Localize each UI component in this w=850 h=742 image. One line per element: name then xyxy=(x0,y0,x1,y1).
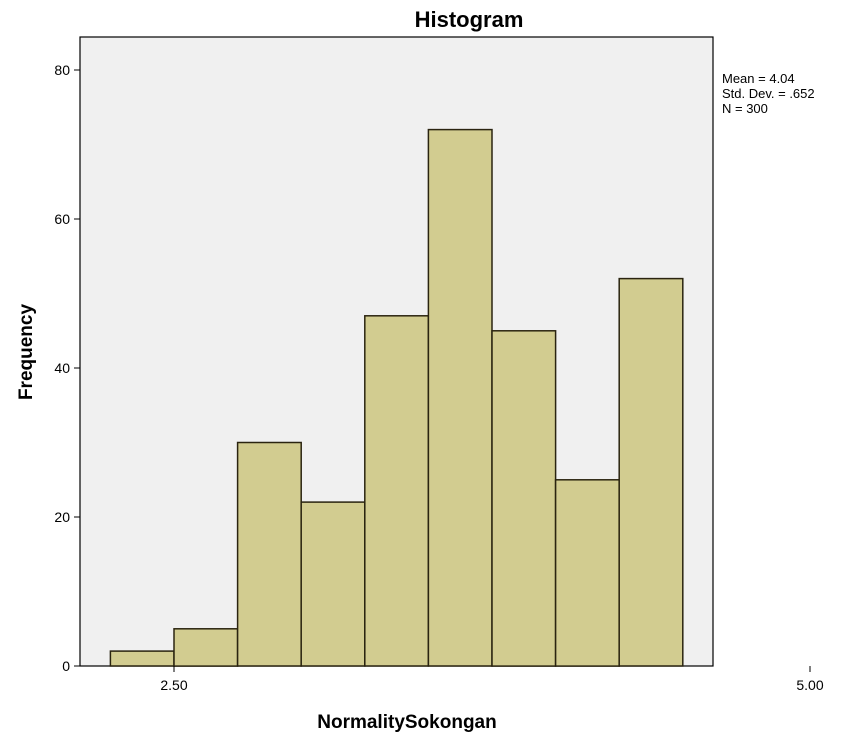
histogram-bar-5 xyxy=(364,315,430,667)
x-axis-label: NormalitySokongan xyxy=(317,712,496,733)
x-axis: 2.50 5.00 xyxy=(160,666,824,693)
y-axis-label: Frequency xyxy=(16,304,37,401)
summary-statistics: Mean = 4.04 Std. Dev. = .652 N = 300 xyxy=(722,71,815,116)
stat-mean: Mean = 4.04 xyxy=(722,71,795,86)
histogram-bars xyxy=(109,128,684,667)
stat-std-dev: Std. Dev. = .652 xyxy=(722,86,815,101)
y-tick-label: 60 xyxy=(54,211,70,227)
histogram-bar-1 xyxy=(109,650,175,667)
y-tick-label: 0 xyxy=(62,658,70,674)
histogram-bar-8 xyxy=(554,479,620,667)
histogram-bar-9 xyxy=(618,277,684,667)
histogram-bar-2 xyxy=(173,628,239,667)
histogram-bar-3 xyxy=(236,441,302,667)
y-axis: 0 20 40 60 80 xyxy=(54,62,80,674)
y-tick-label: 20 xyxy=(54,509,70,525)
y-tick-label: 80 xyxy=(54,62,70,78)
x-tick-label: 2.50 xyxy=(160,677,187,693)
histogram-bar-6 xyxy=(427,128,493,667)
stat-n: N = 300 xyxy=(722,101,768,116)
chart-title: Histogram xyxy=(415,7,524,32)
histogram-bar-7 xyxy=(491,330,557,667)
histogram-bar-4 xyxy=(300,501,366,667)
y-tick-label: 40 xyxy=(54,360,70,376)
x-tick-label: 5.00 xyxy=(796,677,823,693)
